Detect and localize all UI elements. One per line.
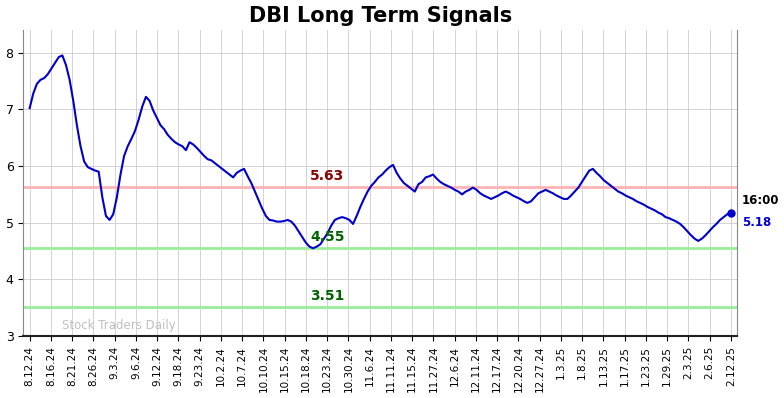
Text: 4.55: 4.55 xyxy=(310,230,344,244)
Title: DBI Long Term Signals: DBI Long Term Signals xyxy=(249,6,512,25)
Text: 16:00: 16:00 xyxy=(742,193,779,207)
Text: 5.63: 5.63 xyxy=(310,169,344,183)
Text: Stock Traders Daily: Stock Traders Daily xyxy=(61,319,176,332)
Text: 5.18: 5.18 xyxy=(742,216,771,229)
Text: 3.51: 3.51 xyxy=(310,289,344,304)
